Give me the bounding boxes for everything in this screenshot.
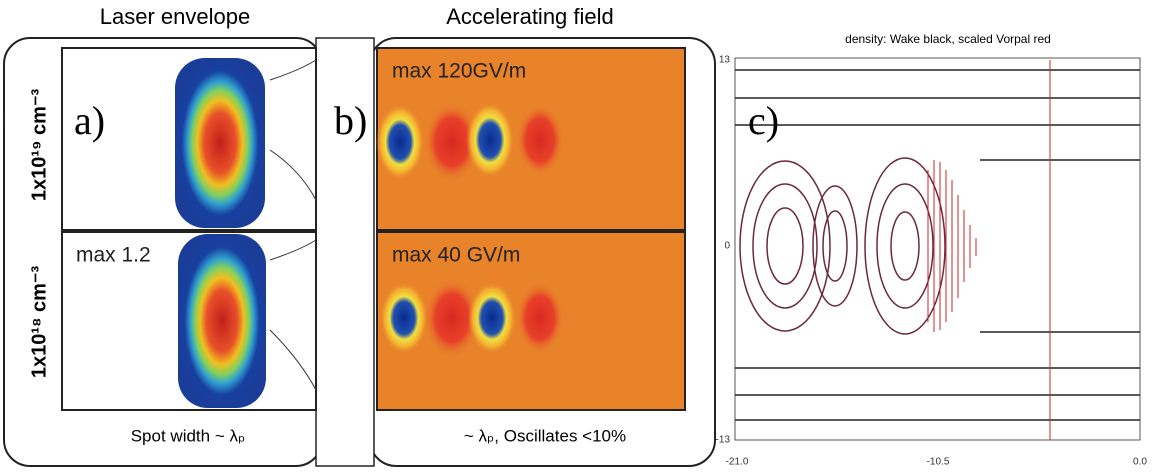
laser-title: Laser envelope (100, 4, 250, 29)
y-tick-label: 13 (719, 55, 731, 66)
y-tick-label: 0 (724, 241, 730, 252)
wake-top (376, 102, 564, 182)
c-title: density: Wake black, scaled Vorpal red (845, 32, 1051, 46)
y-tick-label: -13 (716, 435, 731, 446)
separator (315, 37, 375, 467)
plot-c (734, 57, 1141, 441)
label-a: a) (74, 98, 105, 143)
density-top: 1x10¹⁹ cm⁻³ (28, 89, 50, 202)
max-envelope: max 1.2 (76, 244, 151, 267)
density-bottom: 1x10¹⁸ cm⁻³ (28, 266, 50, 379)
x-tick-label: 0.0 (1133, 457, 1147, 468)
vorpal-lines (927, 60, 1051, 440)
field-caption: ~ λₚ, Oscillates <10% (464, 426, 626, 445)
envelope-bottom (178, 234, 266, 408)
max-field-top: max 120GV/m (392, 60, 526, 83)
contours (739, 157, 946, 335)
label-b: b) (334, 98, 367, 143)
label-c: c) (748, 98, 779, 143)
max-field-bottom: max 40 GV/m (392, 244, 520, 267)
profile-curves (269, 59, 317, 391)
envelope-top (175, 58, 265, 228)
wake-lines (735, 69, 1140, 421)
x-tick-label: -10.5 (927, 457, 950, 468)
wake-bottom (380, 278, 564, 358)
field-title: Accelerating field (446, 4, 614, 29)
spot-caption: Spot width ~ λₚ (131, 426, 246, 445)
x-tick-label: -21.0 (726, 457, 749, 468)
